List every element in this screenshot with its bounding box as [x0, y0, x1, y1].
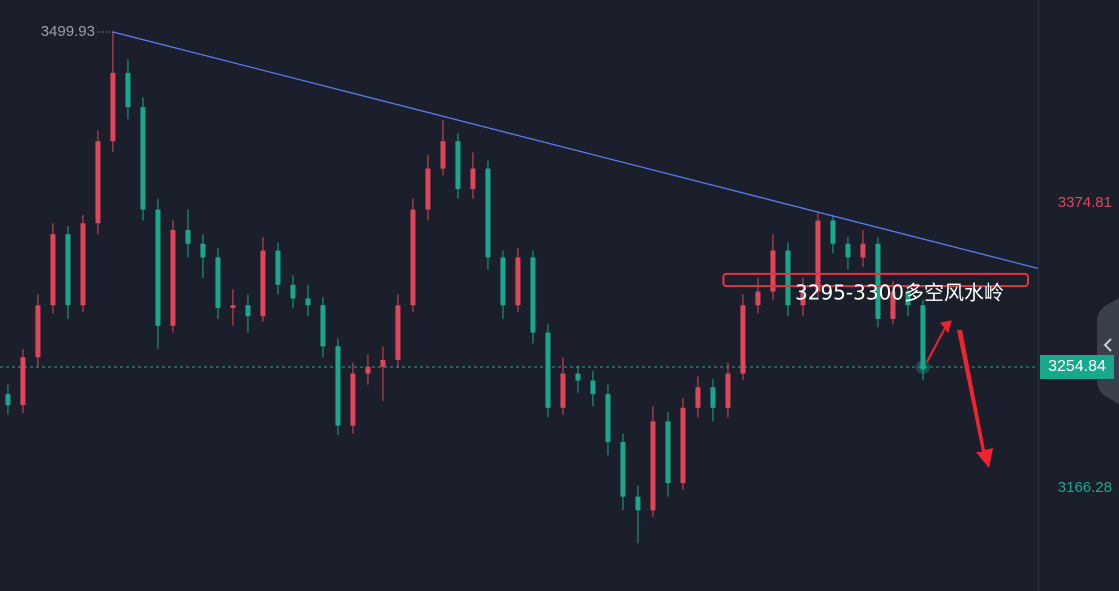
y-tick-label: 3374.81 — [1058, 194, 1112, 211]
candle-body — [35, 305, 41, 358]
candle-body — [665, 421, 671, 483]
candle-body — [200, 243, 206, 258]
candle-body — [905, 291, 911, 306]
candle-body — [815, 220, 821, 292]
candle-body — [95, 141, 101, 224]
candle-body — [5, 394, 11, 406]
scroll-button[interactable] — [1097, 298, 1119, 404]
candle-body — [695, 387, 701, 408]
trend-line — [112, 31, 1039, 269]
candle-body — [530, 257, 536, 333]
candle-body — [455, 141, 461, 190]
candle-body — [80, 223, 86, 306]
candle-body — [290, 284, 296, 299]
candle-body — [365, 366, 371, 374]
annotation: 3295-3300多空风水岭 — [795, 281, 1004, 305]
candle-body — [755, 291, 761, 306]
candle-body — [545, 332, 551, 408]
candle-body — [245, 305, 251, 317]
scroll-button-icon[interactable] — [1103, 338, 1112, 352]
last-price-box — [1040, 355, 1114, 380]
candle-body — [185, 230, 191, 244]
candle-body — [785, 250, 791, 306]
candle-body — [680, 407, 686, 483]
candle-body — [740, 305, 746, 374]
candle-body — [650, 421, 656, 511]
candle-body — [170, 230, 176, 326]
arrow-down — [957, 330, 993, 468]
candle-body — [395, 305, 401, 360]
candle-body — [635, 496, 641, 511]
candle-body — [350, 373, 356, 426]
candle-body — [140, 107, 146, 210]
candle-body — [590, 380, 596, 395]
plot-area — [0, 31, 1039, 544]
candle-body — [20, 357, 26, 406]
candle-body — [335, 346, 341, 426]
candle-body — [890, 291, 896, 319]
candle-body — [110, 72, 116, 142]
candle-body — [575, 373, 581, 381]
arrow-up-line — [926, 327, 946, 363]
candle-body — [710, 387, 716, 408]
candle-body — [920, 305, 926, 368]
candle-body — [320, 305, 326, 347]
candle-body — [485, 168, 491, 258]
candle-body — [770, 250, 776, 292]
candle-body — [845, 243, 851, 258]
candle-body — [800, 291, 806, 306]
candle-body — [305, 298, 311, 306]
candle-body — [425, 168, 431, 210]
candle-body — [620, 441, 626, 497]
candle-body — [155, 209, 161, 326]
candle-body — [875, 243, 881, 319]
candle-body — [65, 234, 71, 306]
candle-body — [125, 72, 131, 108]
candle-body — [215, 257, 221, 309]
candle-body — [230, 305, 236, 309]
candle-body — [830, 220, 836, 244]
candle-body — [860, 243, 866, 258]
scroll-button-bg[interactable] — [1097, 298, 1119, 404]
candle-body — [500, 257, 506, 306]
last-price-label: 3254.84 — [1048, 358, 1106, 375]
candle-body — [560, 373, 566, 408]
candle-body — [50, 234, 56, 306]
zone-box — [722, 272, 1029, 288]
arrows — [926, 320, 993, 468]
candle-body — [440, 141, 446, 169]
high-label: 3499.93 — [41, 23, 95, 40]
last-price-dot — [919, 364, 926, 371]
arrow-up-head — [940, 320, 952, 334]
candle-body — [260, 250, 266, 317]
candle-body — [515, 257, 521, 306]
candle-body — [380, 359, 386, 367]
candle-body — [410, 209, 416, 306]
candle-body — [470, 168, 476, 190]
y-tick-label: 3166.28 — [1058, 479, 1112, 496]
candle-body — [605, 394, 611, 442]
candle-body — [725, 373, 731, 408]
candle-body — [275, 250, 281, 285]
